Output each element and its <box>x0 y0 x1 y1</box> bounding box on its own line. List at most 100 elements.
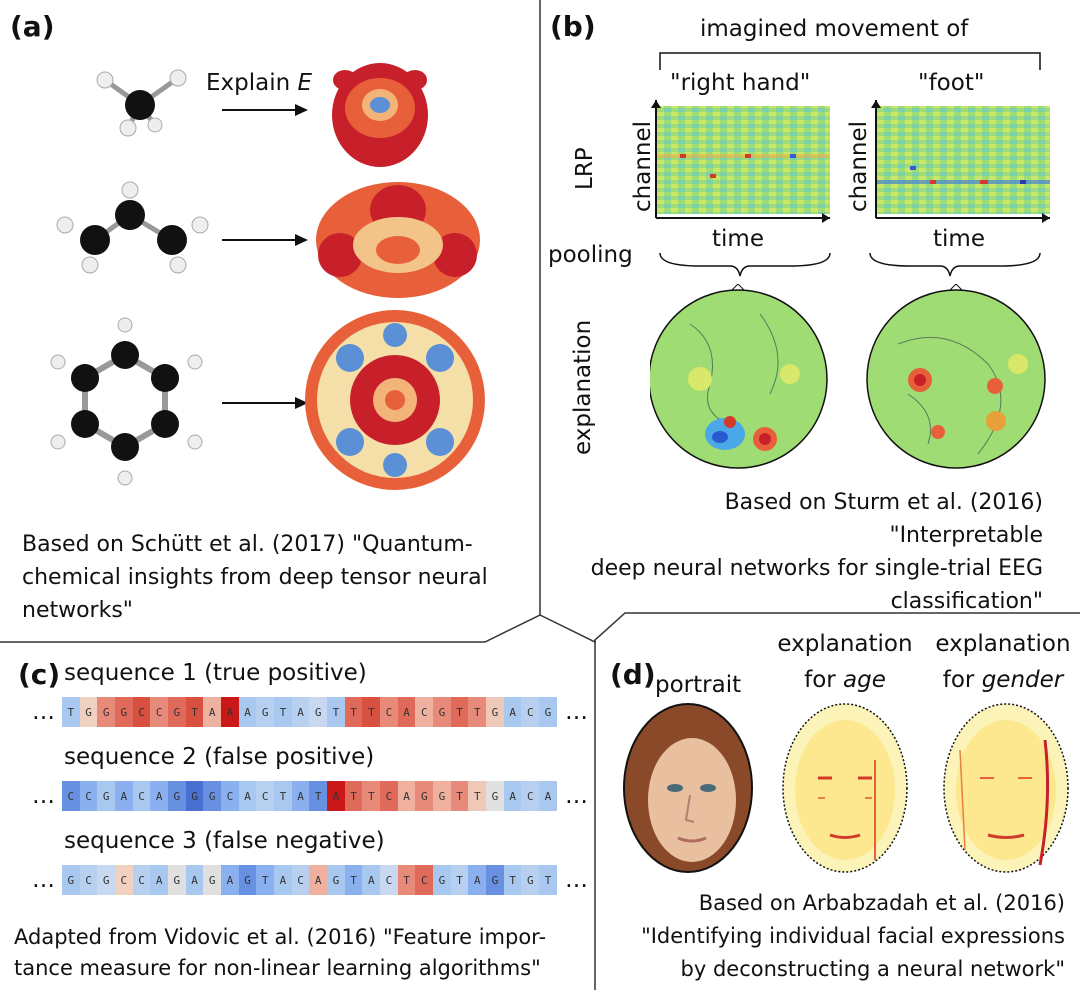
ethane-molecule <box>56 181 209 274</box>
seq2-base: C <box>79 781 98 811</box>
gender-heatmap <box>943 703 1069 873</box>
explain-e-label: Explain E <box>206 68 312 98</box>
explain-prefix: Explain <box>206 70 298 96</box>
seq2-base: A <box>397 781 416 811</box>
seq1-base: T <box>327 697 345 727</box>
seq3-ellipsis-left: … <box>32 867 55 893</box>
seq3-base: G <box>327 865 345 895</box>
seq2-base: G <box>203 781 222 811</box>
seq3-base: G <box>521 865 540 895</box>
panel-b-caption-line-2: deep neural networks for single-trial EE… <box>590 556 1043 581</box>
seq3-base: C <box>415 865 434 895</box>
methane-molecule <box>96 69 187 137</box>
seq2-base: T <box>468 781 487 811</box>
seq1-base: G <box>486 697 504 727</box>
seq1-base: A <box>203 697 222 727</box>
seq1-base: C <box>415 697 434 727</box>
gender-label-line-2: for gender <box>928 662 1078 698</box>
seq1-base: A <box>238 697 257 727</box>
panel-c-caption-line-1: Adapted from Vidovic et al. (2016) "Feat… <box>14 925 547 949</box>
lrp-heatmaps <box>651 100 1050 223</box>
gender-var: gender <box>981 667 1064 693</box>
seq3-base: A <box>309 865 328 895</box>
seq1-base: G <box>79 697 98 727</box>
seq2-base: A <box>291 781 310 811</box>
seq3-base: G <box>62 865 80 895</box>
esp-surface-3 <box>305 310 485 490</box>
seq1-base: T <box>344 697 363 727</box>
portrait-image <box>623 703 753 873</box>
seq3-base: C <box>115 865 133 895</box>
panel-d-caption-line-2: "Identifying individual facial expressio… <box>641 924 1065 948</box>
seq2-base: T <box>362 781 381 811</box>
seq2-base: T <box>344 781 363 811</box>
panel-d-caption-line-1: Based on Arbabzadah et al. (2016) <box>698 891 1065 915</box>
age-label-line-2: for age <box>770 662 920 698</box>
panel-d-caption-line-3: by deconstructing a neural network" <box>680 957 1065 981</box>
energy-variable: E <box>297 70 313 96</box>
panel-a-label: (a) <box>10 10 55 43</box>
seq3-base: C <box>132 865 151 895</box>
panel-a-caption-line-3: networks" <box>22 598 133 623</box>
seq2-base: A <box>539 781 557 811</box>
row-pooling-label: pooling <box>548 242 633 268</box>
panel-d-caption: Based on Arbabzadah et al. (2016) "Ident… <box>600 887 1065 986</box>
scalp-map-right-hand <box>650 284 828 469</box>
seq2-base: A <box>238 781 257 811</box>
panel-c-label: (c) <box>18 658 61 691</box>
seq3-base: T <box>539 865 557 895</box>
seq3-base: A <box>362 865 381 895</box>
seq3-base: T <box>503 865 522 895</box>
seq1-base: T <box>362 697 381 727</box>
seq1-base: G <box>97 697 116 727</box>
age-heatmap <box>782 703 908 873</box>
seq3-base: A <box>468 865 487 895</box>
seq3-base: G <box>168 865 186 895</box>
seq2-base: A <box>503 781 522 811</box>
seq3-base: G <box>486 865 504 895</box>
gender-explanation-label: explanation for gender <box>928 626 1078 698</box>
seq1-base: G <box>539 697 557 727</box>
seq3-base: A <box>150 865 169 895</box>
seq2-base: C <box>62 781 80 811</box>
age-for: for <box>804 667 844 693</box>
age-var: age <box>843 667 886 693</box>
seq2-base: C <box>221 781 239 811</box>
seq1-base: G <box>309 697 328 727</box>
panel-b-caption-line-1: Based on Sturm et al. (2016) "Interpreta… <box>724 490 1043 548</box>
seq1-base: A <box>397 697 416 727</box>
lrp-heatmap-right-hand <box>651 100 830 223</box>
seq3-base: A <box>185 865 204 895</box>
seq2-base: C <box>132 781 151 811</box>
seq3-base: G <box>203 865 222 895</box>
seq2-base: A <box>115 781 133 811</box>
col-foot: "foot" <box>918 70 985 96</box>
age-label-line-1: explanation <box>777 631 913 657</box>
seq3-base: G <box>238 865 257 895</box>
header-bracket <box>659 52 1041 70</box>
seq2-base: C <box>256 781 275 811</box>
seq1-base: A <box>503 697 522 727</box>
seq1-base: T <box>450 697 469 727</box>
seq1-base: T <box>185 697 204 727</box>
seq1-base: C <box>132 697 151 727</box>
esp-surface-1 <box>332 63 428 167</box>
panel-b-caption: Based on Sturm et al. (2016) "Interpreta… <box>588 486 1043 618</box>
axis-time-2: time <box>933 226 985 252</box>
seq1-base: T <box>468 697 487 727</box>
panel-b-header: imagined movement of <box>700 16 969 42</box>
row-explanation-label: explanation <box>570 319 596 455</box>
seq2-base: G <box>168 781 186 811</box>
seq1-base: T <box>274 697 292 727</box>
seq2-base: A <box>327 781 345 811</box>
esp-surface-2 <box>316 182 480 298</box>
pooling-braces <box>659 252 1041 277</box>
panel-a-caption-line-2: chemical insights from deep tensor neura… <box>22 565 488 590</box>
seq2-base: G <box>433 781 451 811</box>
seq3-base: A <box>221 865 239 895</box>
seq2-base: G <box>185 781 204 811</box>
